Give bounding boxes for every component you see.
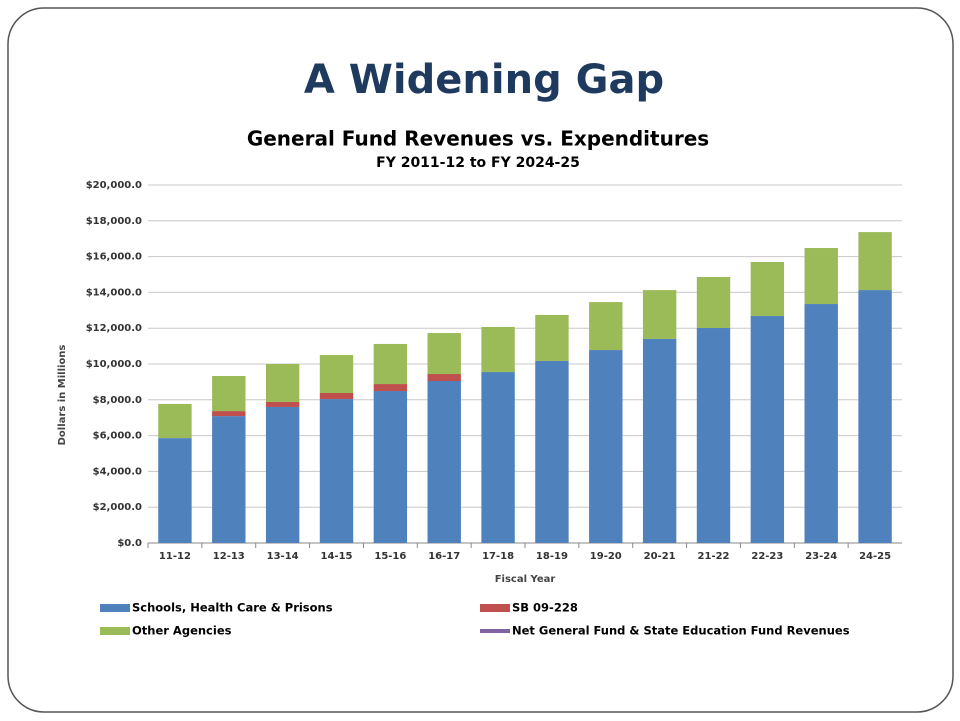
bar-segment: [319, 392, 354, 400]
legend-label: Net General Fund & State Education Fund …: [512, 624, 850, 638]
legend-marker: [100, 604, 130, 612]
legend-marker: [100, 627, 130, 635]
bar-segment: [427, 374, 461, 382]
x-tick-label: 15-16: [374, 551, 406, 562]
bar-segment: [750, 316, 785, 543]
bar-segment: [535, 314, 569, 361]
bar-segment: [158, 403, 192, 439]
bar-segment: [589, 302, 623, 351]
bar-segment: [804, 304, 838, 543]
x-tick-label: 11-12: [159, 551, 191, 562]
x-tick-label: 12-13: [213, 551, 245, 562]
bar-segment: [858, 232, 892, 291]
bar-segment: [319, 355, 354, 393]
x-tick-label: 21-22: [698, 551, 730, 562]
bar-segment: [373, 391, 408, 543]
bar-segment: [481, 326, 515, 373]
bar-segment: [373, 343, 408, 385]
chart-subtitle: FY 2011-12 to FY 2024-25: [376, 155, 580, 171]
bar-segment: [319, 399, 354, 543]
legend-label: Other Agencies: [132, 624, 232, 638]
bar-segment: [212, 411, 246, 417]
legend-marker: [480, 604, 510, 612]
x-tick-label: 24-25: [859, 551, 891, 562]
x-axis-title: Fiscal Year: [495, 574, 556, 585]
x-tick-label: 20-21: [644, 551, 676, 562]
legend-label: Schools, Health Care & Prisons: [132, 601, 333, 615]
y-tick-label: $16,000.0: [86, 252, 142, 263]
bar-segment: [265, 364, 300, 402]
bar-segment: [804, 248, 838, 305]
bar-segment: [589, 350, 623, 543]
bar-segment: [696, 277, 731, 329]
y-axis-title: Dollars in Millions: [57, 345, 68, 446]
bar-segment: [535, 360, 569, 543]
bar-segment: [858, 290, 892, 543]
y-tick-label: $18,000.0: [86, 216, 142, 227]
bar-segment: [750, 261, 785, 317]
x-tick-label: 23-24: [805, 551, 837, 562]
y-tick-label: $4,000.0: [93, 466, 142, 477]
y-tick-label: $20,000.0: [86, 180, 142, 191]
x-tick-label: 17-18: [482, 551, 514, 562]
bar-segment: [696, 328, 731, 543]
bar-segment: [427, 381, 461, 543]
bar-segment: [642, 338, 677, 543]
legend-label: SB 09-228: [512, 601, 578, 615]
x-tick-label: 19-20: [590, 551, 622, 562]
y-tick-label: $10,000.0: [86, 359, 142, 370]
x-tick-label: 16-17: [428, 551, 460, 562]
bar-segment: [427, 333, 461, 375]
slide-title: A Widening Gap: [304, 57, 664, 103]
x-tick-label: 14-15: [321, 551, 353, 562]
y-tick-label: $2,000.0: [93, 502, 142, 513]
bar-segment: [642, 290, 677, 339]
chart-title: General Fund Revenues vs. Expenditures: [247, 127, 709, 151]
bar-segment: [212, 375, 246, 412]
bar-segment: [265, 401, 300, 407]
y-tick-label: $14,000.0: [86, 287, 142, 298]
bar-segment: [265, 406, 300, 543]
x-tick-label: 22-23: [751, 551, 783, 562]
y-tick-label: $0.0: [117, 538, 142, 549]
y-tick-label: $12,000.0: [86, 323, 142, 334]
bar-segment: [373, 384, 408, 392]
bar-segment: [212, 416, 246, 543]
bar-segment: [481, 372, 515, 543]
x-tick-label: 18-19: [536, 551, 568, 562]
y-tick-label: $8,000.0: [93, 395, 142, 406]
bar-segment: [158, 438, 192, 543]
x-tick-label: 13-14: [267, 551, 299, 562]
y-tick-label: $6,000.0: [93, 431, 142, 442]
